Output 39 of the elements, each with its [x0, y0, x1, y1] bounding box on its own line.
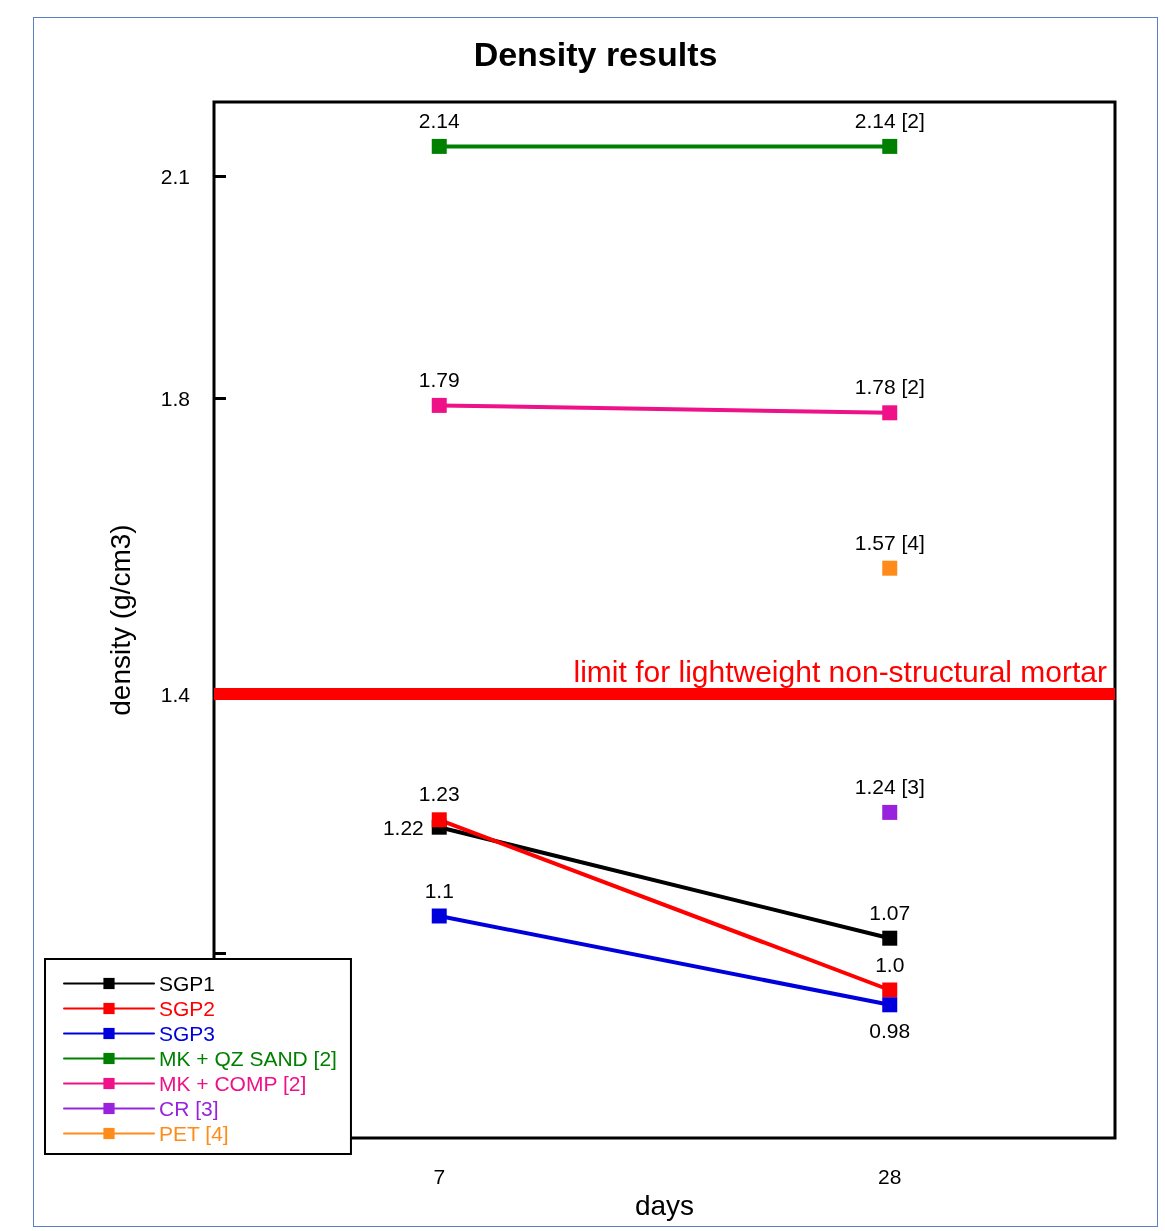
y-tick-label: 2.1 [160, 164, 190, 188]
point [431, 397, 447, 413]
legend-label: SGP1 [159, 972, 216, 995]
x-axis-title: days [634, 1190, 695, 1222]
point [882, 997, 898, 1013]
data-label: 1.57 [4] [854, 530, 925, 554]
ref-line-label: limit for lightweight non-structural mortar [573, 654, 1107, 688]
legend-label: PET [4] [159, 1122, 229, 1145]
point [882, 138, 898, 154]
point [882, 982, 898, 998]
legend-label: SGP3 [159, 1022, 216, 1045]
x-tick-label: 7 [433, 1165, 446, 1188]
data-label: 1.23 [418, 782, 460, 806]
data-label: 0.98 [869, 1019, 911, 1043]
data-label: 1.0 [875, 952, 905, 976]
point [431, 138, 447, 154]
x-tick-label: 28 [878, 1165, 902, 1188]
legend-label: MK + COMP [2] [159, 1072, 307, 1095]
y-axis-title: density (g/cm3) [104, 524, 136, 716]
y-tick-label: 1.4 [160, 682, 191, 706]
data-label: 1.24 [3] [854, 774, 925, 798]
y-tick-label: 1.8 [160, 386, 190, 410]
data-label: 1.79 [418, 367, 460, 391]
point [882, 560, 898, 576]
point [882, 930, 898, 946]
point [882, 405, 898, 421]
legend-label: MK + QZ SAND [2] [159, 1047, 337, 1070]
data-label: 1.1 [424, 878, 454, 902]
point [431, 812, 447, 828]
point [431, 908, 447, 924]
data-label: 1.22 [382, 815, 424, 839]
legend-label: SGP2 [159, 997, 216, 1020]
point [882, 804, 898, 820]
data-label: 2.14 [2] [854, 108, 925, 132]
legend-label: CR [3] [159, 1097, 219, 1120]
data-label: 2.14 [418, 108, 461, 132]
data-label: 1.07 [869, 900, 911, 924]
chart-title: Density results [473, 35, 718, 73]
data-label: 1.78 [2] [854, 375, 925, 399]
